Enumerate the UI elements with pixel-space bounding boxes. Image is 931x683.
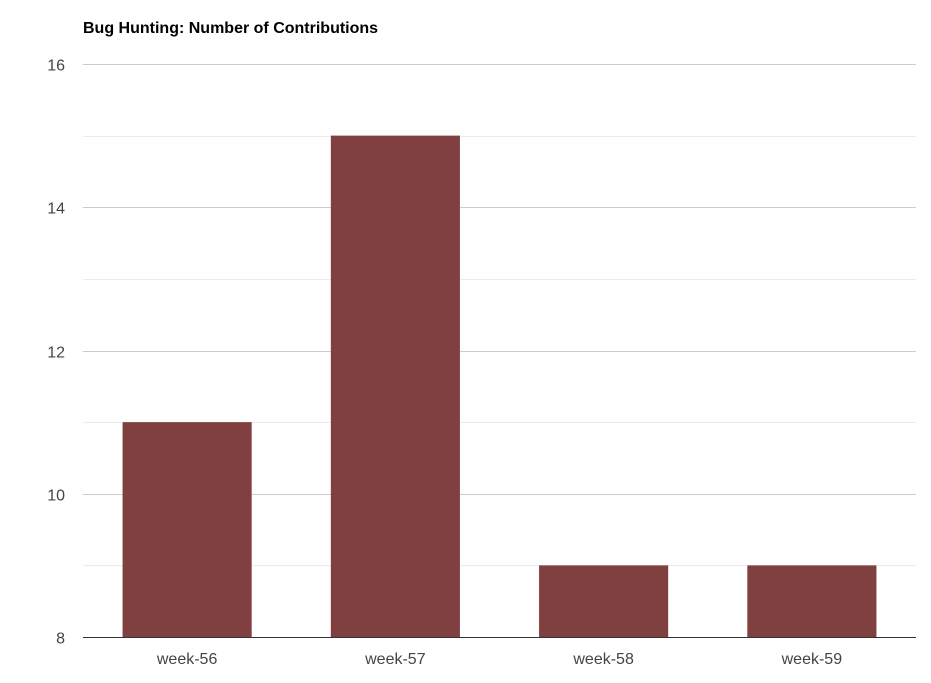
y-tick-label: 10	[47, 488, 65, 505]
x-tick-label: week-59	[781, 651, 843, 668]
bar-week-58	[539, 565, 669, 637]
bars	[122, 135, 877, 637]
bar-week-59	[747, 565, 877, 637]
y-tick-label: 14	[47, 201, 65, 218]
x-tick-label: week-56	[156, 651, 218, 668]
x-axis: week-56 week-57 week-58 week-59	[83, 637, 916, 668]
x-tick-label: week-57	[364, 651, 426, 668]
y-tick-label: 12	[47, 345, 65, 362]
x-tick-label: week-58	[572, 651, 634, 668]
chart-title: Bug Hunting: Number of Contributions	[83, 20, 378, 37]
bar-week-56	[122, 422, 252, 637]
bar-week-57	[330, 135, 460, 637]
y-tick-label: 8	[56, 631, 65, 648]
y-axis: 8 10 12 14 16	[47, 58, 65, 648]
y-tick-label: 16	[47, 58, 65, 75]
